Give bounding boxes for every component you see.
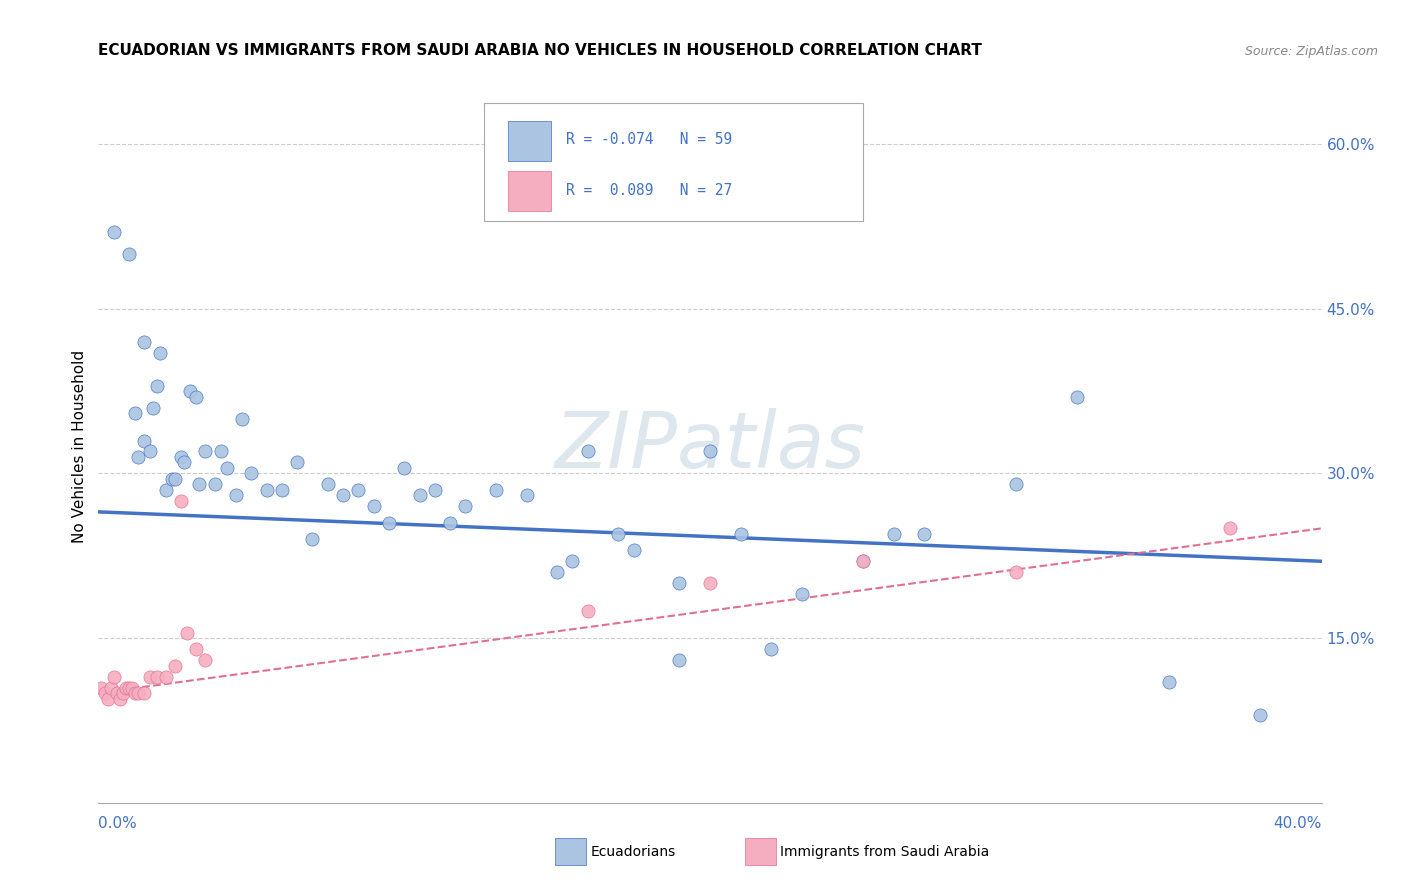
Point	[408, 488, 430, 502]
Point	[668, 653, 690, 667]
Point	[103, 669, 125, 683]
Point	[730, 526, 752, 541]
Point	[392, 461, 416, 475]
Text: Ecuadorians: Ecuadorians	[591, 845, 676, 859]
Point	[301, 533, 323, 547]
Point	[194, 444, 217, 458]
Point	[790, 587, 813, 601]
Point	[1066, 390, 1088, 404]
Point	[1004, 566, 1026, 580]
FancyBboxPatch shape	[508, 121, 551, 161]
Point	[852, 554, 875, 568]
FancyBboxPatch shape	[508, 171, 551, 211]
Point	[546, 566, 568, 580]
Point	[115, 681, 138, 695]
Point	[103, 225, 125, 239]
Point	[363, 500, 385, 514]
Point	[270, 483, 292, 497]
Point	[332, 488, 354, 502]
Point	[1157, 675, 1180, 690]
Point	[100, 681, 122, 695]
Point	[423, 483, 446, 497]
Point	[124, 686, 146, 700]
Point	[1004, 477, 1026, 491]
Point	[139, 444, 162, 458]
Text: 40.0%: 40.0%	[1274, 816, 1322, 831]
Point	[111, 686, 134, 700]
Point	[186, 642, 208, 657]
Point	[699, 576, 721, 591]
Point	[576, 604, 599, 618]
Point	[139, 669, 162, 683]
Point	[118, 247, 141, 261]
Point	[127, 686, 149, 700]
Point	[485, 483, 508, 497]
Point	[378, 516, 401, 530]
Point	[225, 488, 247, 502]
Point	[179, 384, 201, 398]
Point	[163, 472, 186, 486]
Text: ZIPatlas: ZIPatlas	[554, 408, 866, 484]
Point	[149, 345, 172, 359]
Point	[121, 681, 143, 695]
Point	[108, 691, 131, 706]
Point	[194, 653, 217, 667]
FancyBboxPatch shape	[484, 103, 863, 221]
Point	[623, 543, 645, 558]
Text: Immigrants from Saudi Arabia: Immigrants from Saudi Arabia	[780, 845, 990, 859]
Point	[155, 483, 177, 497]
Point	[439, 516, 461, 530]
Point	[912, 526, 935, 541]
Point	[176, 625, 198, 640]
Point	[1249, 708, 1271, 723]
Point	[97, 691, 120, 706]
Point	[124, 406, 146, 420]
Point	[155, 669, 177, 683]
Point	[699, 444, 721, 458]
Point	[145, 669, 167, 683]
Point	[170, 494, 193, 508]
Point	[134, 686, 156, 700]
Point	[883, 526, 905, 541]
Point	[188, 477, 211, 491]
Point	[163, 658, 186, 673]
Point	[118, 681, 141, 695]
Point	[607, 526, 630, 541]
Point	[316, 477, 339, 491]
Point	[93, 686, 115, 700]
Point	[347, 483, 370, 497]
Point	[215, 461, 238, 475]
Text: Source: ZipAtlas.com: Source: ZipAtlas.com	[1244, 45, 1378, 58]
Point	[576, 444, 599, 458]
Point	[90, 681, 112, 695]
Point	[204, 477, 226, 491]
Point	[668, 576, 690, 591]
Text: 0.0%: 0.0%	[98, 816, 138, 831]
Text: R =  0.089   N = 27: R = 0.089 N = 27	[565, 183, 733, 198]
Point	[209, 444, 232, 458]
Point	[516, 488, 538, 502]
Point	[240, 467, 263, 481]
Point	[285, 455, 308, 469]
Point	[134, 434, 156, 448]
Point	[142, 401, 165, 415]
Point	[170, 450, 193, 464]
Point	[231, 411, 253, 425]
Point	[127, 450, 149, 464]
Text: ECUADORIAN VS IMMIGRANTS FROM SAUDI ARABIA NO VEHICLES IN HOUSEHOLD CORRELATION : ECUADORIAN VS IMMIGRANTS FROM SAUDI ARAB…	[98, 43, 983, 58]
Text: R = -0.074   N = 59: R = -0.074 N = 59	[565, 132, 733, 147]
Point	[561, 554, 583, 568]
Point	[173, 455, 195, 469]
Point	[160, 472, 183, 486]
Point	[759, 642, 782, 657]
Y-axis label: No Vehicles in Household: No Vehicles in Household	[72, 350, 87, 542]
Point	[145, 378, 167, 392]
Point	[256, 483, 278, 497]
Point	[1219, 521, 1241, 535]
Point	[852, 554, 875, 568]
Point	[105, 686, 128, 700]
Point	[454, 500, 477, 514]
Point	[134, 334, 156, 349]
Point	[186, 390, 208, 404]
